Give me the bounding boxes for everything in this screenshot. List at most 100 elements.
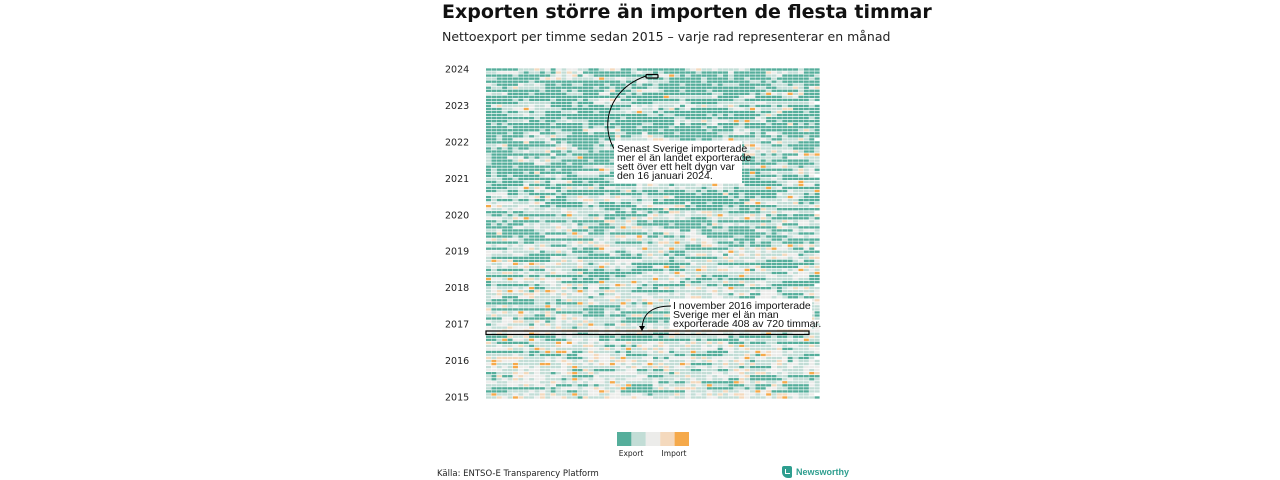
heatmap-cell — [669, 238, 675, 241]
heatmap-cell — [782, 235, 788, 238]
heatmap-cell — [588, 368, 594, 372]
heatmap-cell — [760, 211, 766, 214]
heatmap-cell — [749, 168, 755, 171]
heatmap-cell — [685, 368, 691, 372]
heatmap-cell — [642, 226, 648, 229]
heatmap-cell — [723, 223, 729, 226]
heatmap-cell — [588, 390, 594, 393]
heatmap-cell — [631, 189, 637, 193]
heatmap-cell — [690, 390, 696, 393]
heatmap-cell — [577, 344, 583, 348]
heatmap-cell — [593, 393, 599, 396]
heatmap-cell — [814, 198, 820, 202]
heatmap-cell — [518, 365, 524, 369]
heatmap-cell — [776, 156, 782, 159]
heatmap-cell — [739, 241, 745, 244]
heatmap-cell — [577, 189, 583, 193]
heatmap-cell — [539, 293, 545, 296]
heatmap-cell — [556, 277, 562, 281]
heatmap-cell — [561, 290, 567, 293]
heatmap-cell — [609, 359, 615, 363]
heatmap-cell — [561, 268, 567, 272]
heatmap-cell — [604, 274, 610, 278]
heatmap-cell — [620, 311, 626, 314]
heatmap-cell — [512, 326, 518, 329]
heatmap-cell — [647, 293, 653, 296]
heatmap-cell — [723, 235, 729, 238]
heatmap-cell — [604, 159, 610, 162]
heatmap-cell — [496, 286, 502, 290]
heatmap-cell — [776, 211, 782, 214]
heatmap-cell — [739, 189, 745, 193]
heatmap-cell — [566, 223, 572, 226]
heatmap-cell — [588, 274, 594, 278]
heatmap-cell — [663, 229, 669, 232]
heatmap-cell — [696, 271, 702, 275]
heatmap-cell — [604, 256, 610, 259]
heatmap-cell — [706, 250, 712, 253]
heatmap-cell — [760, 198, 766, 202]
heatmap-cell — [685, 250, 691, 253]
heatmap-cell — [733, 232, 739, 235]
heatmap-cell — [577, 314, 583, 317]
heatmap-cell — [749, 296, 755, 299]
heatmap-cell — [685, 214, 691, 217]
heatmap-cell — [491, 180, 497, 184]
heatmap-cell — [787, 253, 793, 256]
heatmap-cell — [539, 381, 545, 384]
heatmap-cell — [653, 353, 658, 357]
heatmap-cell — [690, 247, 696, 250]
heatmap-cell — [620, 208, 626, 211]
heatmap-cell — [486, 372, 491, 375]
heatmap-cell — [696, 283, 702, 287]
heatmap-cell — [534, 299, 540, 302]
heatmap-cell — [545, 174, 551, 177]
heatmap-cell — [604, 347, 610, 351]
heatmap-cell — [588, 205, 594, 208]
heatmap-cell — [798, 198, 804, 202]
heatmap-cell — [658, 232, 664, 235]
heatmap-cell — [798, 356, 804, 360]
heatmap-cell — [814, 375, 820, 378]
heatmap-cell — [749, 350, 755, 354]
heatmap-cell — [744, 332, 750, 335]
heatmap-cell — [626, 387, 632, 390]
heatmap-cell — [766, 183, 772, 187]
heatmap-cell — [512, 368, 518, 372]
heatmap-cell — [582, 217, 588, 220]
heatmap-cell — [518, 250, 524, 253]
heatmap-cell — [782, 162, 788, 165]
heatmap-cell — [669, 220, 675, 223]
heatmap-cell — [787, 238, 793, 241]
heatmap-cell — [620, 305, 626, 308]
heatmap-cell — [545, 396, 551, 399]
heatmap-cell — [771, 387, 777, 390]
heatmap-cell — [642, 390, 648, 393]
heatmap-cell — [744, 286, 750, 290]
heatmap-cell — [787, 277, 793, 281]
heatmap-cell — [620, 320, 626, 323]
heatmap-cell — [502, 286, 508, 290]
heatmap-cell — [588, 381, 594, 384]
heatmap-cell — [534, 280, 540, 284]
heatmap-cell — [582, 356, 588, 360]
heatmap-cell — [717, 265, 723, 269]
heatmap-cell — [642, 359, 648, 363]
heatmap-cell — [512, 393, 518, 396]
heatmap-cell — [523, 317, 529, 320]
heatmap-cell — [539, 387, 545, 390]
heatmap-cell — [712, 183, 718, 187]
heatmap-cell — [539, 305, 545, 308]
heatmap-cell — [647, 317, 653, 320]
heatmap-cell — [787, 205, 793, 208]
heatmap-cell — [663, 368, 669, 372]
heatmap-cell — [744, 250, 750, 253]
heatmap-cell — [642, 265, 648, 269]
heatmap-cell — [744, 180, 750, 184]
heatmap-cell — [749, 250, 755, 253]
heatmap-cell — [582, 211, 588, 214]
heatmap-cell — [556, 214, 562, 217]
heatmap-cell — [798, 350, 804, 354]
heatmap-cell — [723, 332, 729, 335]
heatmap-cell — [556, 226, 562, 229]
